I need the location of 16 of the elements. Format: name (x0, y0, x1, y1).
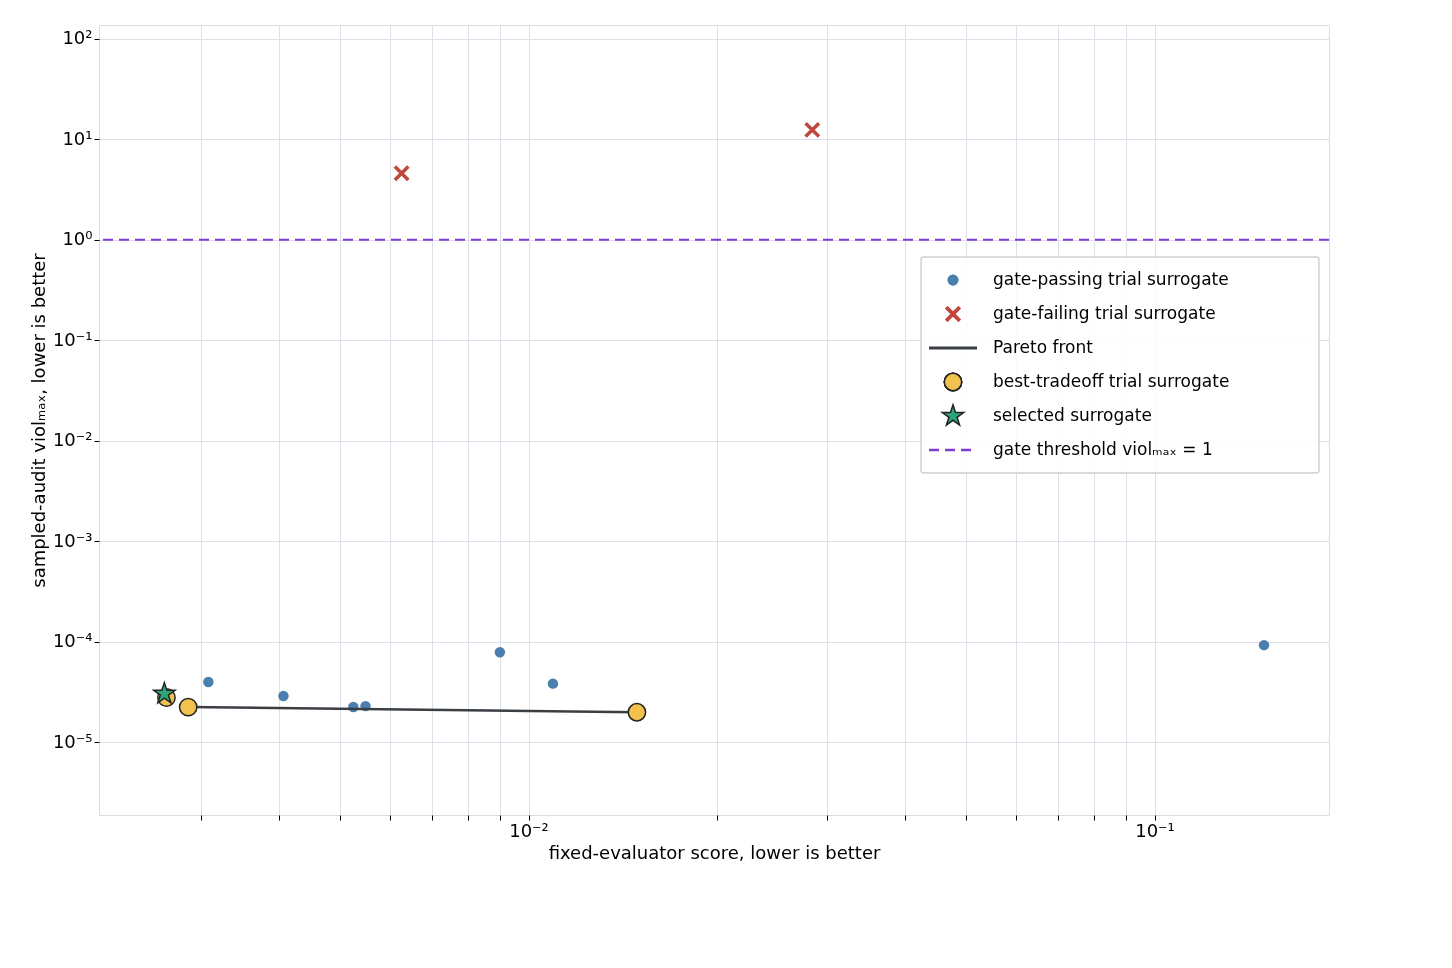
y-tick-label: 10⁻³ (52, 529, 93, 551)
x-axis-title: fixed-evaluator score, lower is better (548, 841, 881, 863)
legend-label: gate-failing trial surrogate (993, 303, 1216, 323)
legend-label: best-tradeoff trial surrogate (993, 371, 1230, 391)
legend-label: gate threshold violₘₐₓ = 1 (993, 439, 1213, 459)
y-tick-label: 10⁻⁴ (52, 630, 93, 652)
y-tick-label: 10⁰ (62, 228, 93, 250)
legend-label: selected surrogate (993, 405, 1152, 425)
legend-label: gate-passing trial surrogate (993, 269, 1229, 289)
y-tick-label: 10⁻¹ (52, 328, 93, 350)
y-tick-label: 10⁻² (52, 429, 93, 451)
y-tick-label: 10² (62, 27, 93, 49)
legend-label: Pareto front (993, 337, 1094, 357)
y-tick-label: 10⁻⁵ (52, 730, 93, 752)
y-tick-label: 10¹ (62, 127, 93, 149)
y-axis-title: sampled-audit violₘₐₓ, lower is better (27, 252, 49, 588)
